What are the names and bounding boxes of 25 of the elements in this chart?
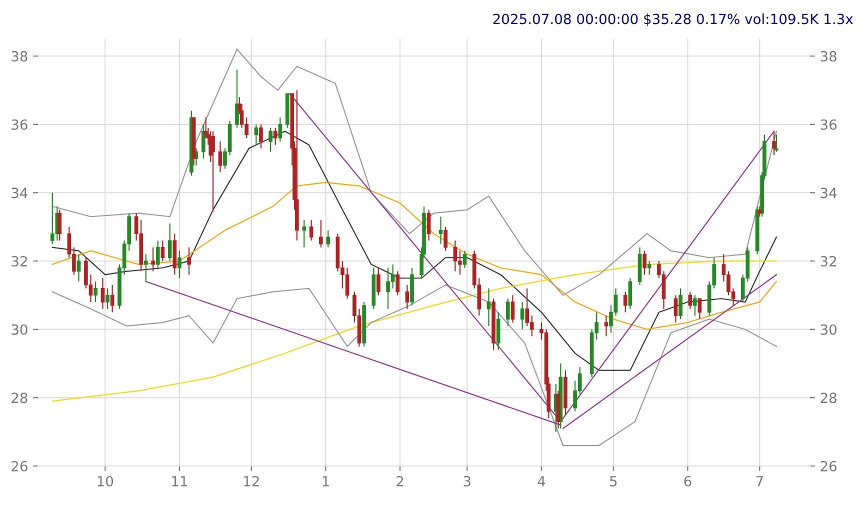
y-tick-label: 36 [12,119,28,130]
y-tick-label: 30 [12,324,28,335]
y2-tick-label: 38 [820,51,836,62]
y2-tick-label: 34 [820,188,837,198]
x-tick-label: 10 [98,476,114,486]
x-tick-label: 5 [610,476,617,486]
x-tick-label: 2 [396,476,404,486]
x-tick-label: 1 [322,476,329,486]
y-tick-label: 32 [12,256,27,267]
y-tick-label: 38 [12,51,28,62]
y2-tick-label: 32 [820,256,836,267]
x-tick-label: 11 [172,476,188,486]
y2-tick-label: 28 [820,392,836,404]
y-tick-label: 28 [12,392,28,404]
y2-tick-label: 26 [820,460,837,472]
x-tick-label: 12 [244,476,259,486]
x-tick-label: 4 [538,476,546,486]
x-tick-label: 6 [684,476,692,486]
y2-tick-label: 36 [820,119,837,130]
x-tick-label: 3 [464,476,470,486]
y-tick-label: 34 [12,188,28,198]
chart-title: 2025.07.08 00:00:00 $35.28 0.17% vol:109.5K 1.3x [493,13,853,26]
x-tick-label: 7 [756,476,763,486]
y2-tick-label: 30 [820,324,836,335]
y-tick-label: 26 [12,460,28,472]
